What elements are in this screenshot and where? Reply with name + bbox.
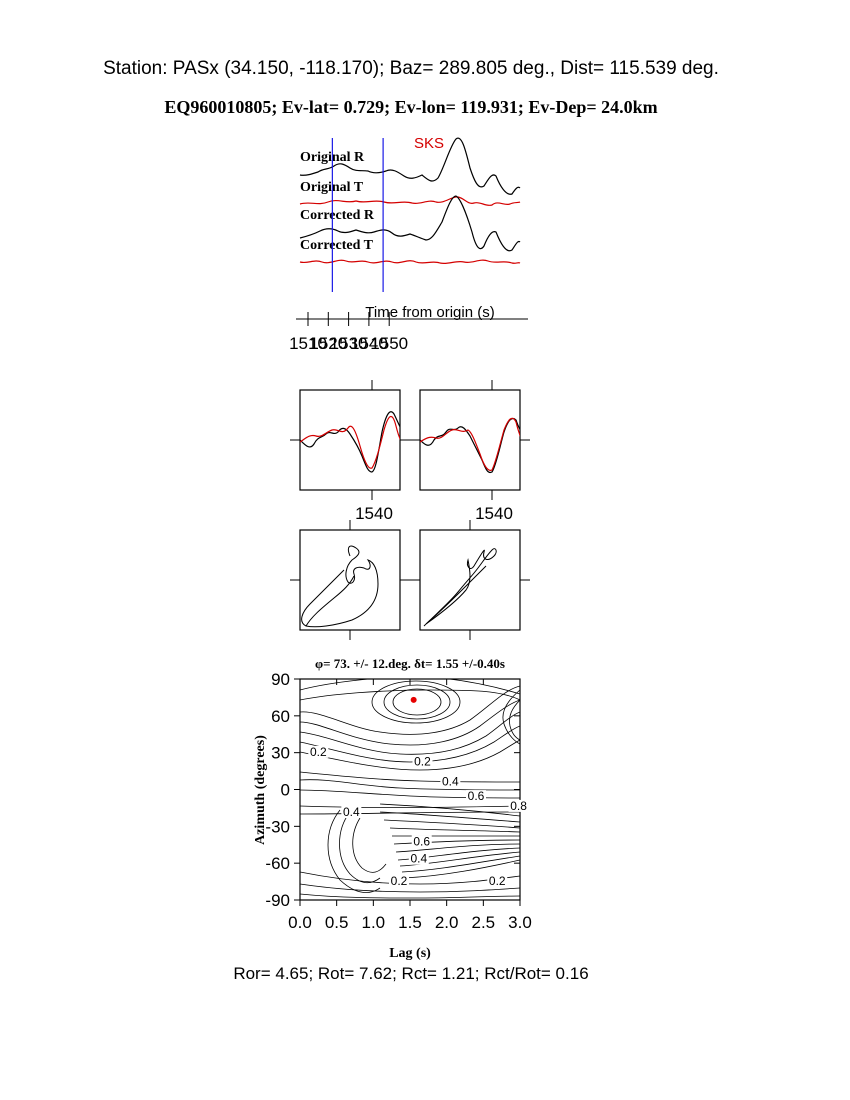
- contour-label-1: 0.2: [414, 755, 431, 769]
- contour-label-2: 0.4: [442, 774, 459, 788]
- overlay1-radial-trace: [300, 411, 400, 473]
- contour-label-bg-6: [411, 835, 432, 848]
- phase-label-sks: SKS: [414, 135, 444, 152]
- contour-label-bg-4: [508, 799, 529, 812]
- overlay2-transverse-trace: [420, 417, 520, 471]
- trace-label-corrected-r: Corrected R: [300, 208, 375, 223]
- particle-motion-corrected-path: [423, 548, 497, 627]
- time-tick-label-1550: 1550: [370, 334, 408, 353]
- best-fit-point: [410, 696, 417, 703]
- ratio-summary: Ror= 4.65; Rot= 7.62; Rct= 1.21; Rct/Rot…: [233, 964, 589, 983]
- overlay-panel-corrected: 1540: [410, 380, 530, 523]
- contour-label-0: 0.2: [310, 745, 327, 759]
- contour-label-6: 0.6: [413, 835, 430, 849]
- trace-corrected-t: [299, 259, 521, 265]
- contour-label-bg-2: [440, 775, 461, 788]
- contour-label-bg-7: [408, 852, 429, 865]
- azimuth-tick-label-0: 90: [271, 670, 290, 689]
- contour-label-4: 0.8: [510, 799, 527, 813]
- azimuth-axis-label: Azimuth (degrees): [253, 735, 268, 845]
- contour-label-bg-9: [487, 874, 508, 887]
- azimuth-tick-label-6: -90: [265, 891, 290, 910]
- time-tick-label-1510: 1510: [289, 334, 327, 353]
- waveform-panel: SKS Original R Original T Corrected R Co…: [289, 135, 528, 353]
- contour-label-8: 0.2: [391, 874, 408, 888]
- azimuth-axis-ticks: 90 60 30 0 -30 -60 -90: [265, 670, 520, 910]
- azimuth-tick-label-2: 30: [271, 744, 290, 763]
- best-fit-marker: [410, 696, 417, 703]
- contour-label-9: 0.2: [489, 874, 506, 888]
- station-info: Station: PASx (34.150, -118.170); Baz= 2…: [103, 58, 719, 79]
- contour-label-5: 0.4: [343, 805, 360, 819]
- overlay2-tick-label: 1540: [475, 504, 513, 523]
- particle-motion-original: [290, 520, 410, 640]
- contour-label-bg-8: [389, 874, 409, 887]
- trace-original-r: [299, 137, 521, 195]
- lag-tick-label-6: 3.0: [508, 913, 532, 932]
- time-tick-label-1520: 1520: [309, 334, 347, 353]
- contour-label-3: 0.6: [468, 789, 485, 803]
- contour-label-7: 0.4: [410, 852, 427, 866]
- lag-tick-label-2: 1.0: [362, 913, 386, 932]
- trace-original-t: [299, 196, 521, 207]
- azimuth-tick-label-5: -60: [265, 854, 290, 873]
- time-tick-label-1530: 1530: [330, 334, 368, 353]
- contour-title: φ= 73. +/- 12.deg. δt= 1.55 +/-0.40s: [315, 656, 505, 671]
- lag-tick-label-3: 1.5: [398, 913, 422, 932]
- azimuth-tick-label-4: -30: [265, 817, 290, 836]
- lag-tick-label-0: 0.0: [288, 913, 312, 932]
- contour-label-bg-5: [341, 806, 362, 819]
- particle-motion-corrected: [410, 520, 530, 640]
- overlay1-tick-label: 1540: [355, 504, 393, 523]
- contour-labels: 0.20.20.40.60.80.40.60.40.2 0.2: [308, 745, 529, 888]
- time-axis-label: Time from origin (s): [365, 304, 494, 321]
- contour-label-bg-3: [466, 790, 486, 803]
- lag-axis-label: Lag (s): [389, 946, 431, 961]
- contour-label-bg-1: [412, 755, 433, 768]
- particle-motion-original-path: [301, 545, 379, 628]
- time-tick-label-1540: 1540: [350, 334, 388, 353]
- trace-label-corrected-t: Corrected T: [300, 238, 374, 253]
- lag-tick-label-1: 0.5: [325, 913, 349, 932]
- lag-tick-label-4: 2.0: [435, 913, 459, 932]
- azimuth-tick-label-3: 0: [281, 781, 290, 800]
- event-info: EQ960010805; Ev-lat= 0.729; Ev-lon= 119.…: [164, 97, 658, 117]
- contour-label-bg-0: [308, 745, 329, 758]
- trace-corrected-r: [299, 195, 521, 252]
- lag-tick-label-5: 2.5: [472, 913, 496, 932]
- contour-panel: φ= 73. +/- 12.deg. δt= 1.55 +/-0.40s: [253, 656, 532, 961]
- overlay1-transverse-trace: [300, 415, 400, 469]
- overlay-panel-original: 1540: [290, 380, 410, 523]
- lag-axis-ticks: 0.0 0.5 1.0 1.5 2.0 2.5 3.0: [288, 679, 532, 932]
- azimuth-tick-label-1: 60: [271, 707, 290, 726]
- window-markers: [331, 138, 384, 292]
